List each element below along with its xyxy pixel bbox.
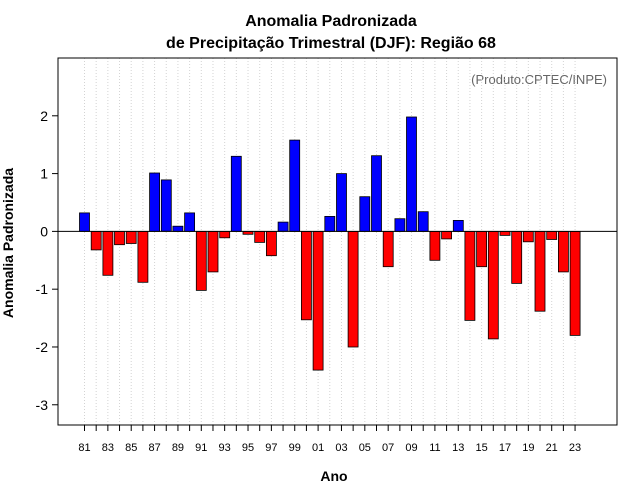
x-tick-label: 21 — [546, 442, 558, 454]
x-tick-label: 97 — [265, 442, 277, 454]
x-axis-label: Ano — [320, 468, 347, 484]
bar-17 — [499, 230, 511, 236]
y-axis-label: Anomalia Padronizada — [0, 168, 16, 318]
grid-lines — [84, 58, 576, 425]
bar-21 — [546, 230, 558, 240]
bar-97 — [265, 230, 277, 257]
bar-03 — [336, 173, 347, 232]
bar-16 — [487, 230, 499, 340]
bar-83 — [102, 230, 114, 276]
bar-96 — [254, 230, 266, 243]
bar-92 — [207, 230, 219, 273]
bars — [79, 116, 581, 371]
x-tick-label: 05 — [359, 442, 371, 454]
y-tick-label: -3 — [36, 397, 49, 413]
bar-84 — [114, 230, 125, 246]
bar-05 — [359, 196, 371, 232]
bar-10 — [417, 211, 429, 232]
bar-91 — [195, 230, 207, 291]
x-tick-label: 19 — [522, 442, 534, 454]
bar-00 — [300, 230, 312, 321]
bar-90 — [184, 212, 196, 232]
bar-85 — [125, 230, 137, 244]
x-tick-label: 83 — [102, 442, 114, 454]
bar-20 — [534, 230, 546, 312]
chart-title-line-1: Anomalia Padronizada — [245, 13, 417, 30]
bar-04 — [347, 230, 359, 348]
bar-89 — [172, 225, 184, 232]
bar-14 — [464, 230, 476, 321]
bar-06 — [371, 155, 382, 232]
bar-02 — [324, 215, 336, 232]
x-tick-label: 01 — [312, 442, 324, 454]
bar-01 — [312, 230, 324, 371]
bar-99 — [289, 139, 301, 232]
y-tick-label: 2 — [40, 108, 48, 124]
bar-07 — [382, 230, 394, 268]
x-tick-label: 81 — [78, 442, 90, 454]
plot-frame — [57, 57, 618, 426]
x-tick-label: 23 — [569, 442, 581, 454]
x-tick-label: 13 — [452, 442, 464, 454]
x-tick-label: 17 — [499, 442, 511, 454]
bar-18 — [511, 230, 523, 284]
bar-87 — [149, 172, 161, 232]
x-tick-label: 07 — [382, 442, 394, 454]
bar-82 — [90, 230, 102, 251]
x-tick-label: 89 — [172, 442, 184, 454]
x-tick-label: 09 — [405, 442, 417, 454]
bar-86 — [137, 230, 149, 283]
bar-09 — [406, 116, 417, 232]
bar-88 — [160, 179, 172, 232]
chart-title-line-2: de Precipitação Trimestral (DJF): Região… — [166, 35, 496, 52]
bar-08 — [394, 218, 406, 232]
x-tick-label: 11 — [429, 442, 440, 454]
bar-22 — [558, 230, 569, 273]
bar-94 — [230, 155, 242, 232]
bar-23 — [569, 230, 581, 336]
bar-19 — [522, 230, 534, 243]
y-tick-label: -2 — [36, 339, 49, 355]
bar-93 — [219, 230, 231, 239]
bar-12 — [441, 230, 453, 240]
product-credit: (Produto:CPTEC/INPE) — [471, 72, 607, 87]
bar-13 — [452, 219, 464, 232]
x-tick-label: 91 — [195, 442, 207, 454]
y-tick-label: 0 — [40, 223, 48, 239]
x-tick-label: 95 — [242, 442, 254, 454]
bar-98 — [277, 221, 289, 232]
y-tick-label: -1 — [36, 281, 49, 297]
x-tick-label: 87 — [148, 442, 160, 454]
x-tick-label: 93 — [219, 442, 231, 454]
x-tick-label: 85 — [125, 442, 137, 454]
x-tick-label: 15 — [475, 442, 487, 454]
bar-15 — [476, 230, 488, 268]
y-tick-label: 1 — [40, 166, 48, 182]
x-tick-label: 03 — [335, 442, 347, 454]
bar-11 — [429, 230, 441, 261]
x-tick-label: 99 — [289, 442, 301, 454]
bar-81 — [79, 212, 90, 232]
